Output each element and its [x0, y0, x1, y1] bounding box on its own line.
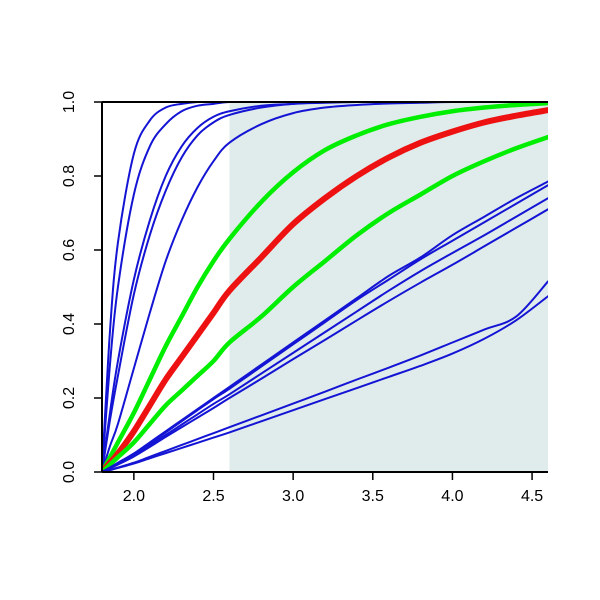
y-tick-label: 0.2 [61, 387, 78, 409]
x-tick-label: 4.5 [521, 488, 543, 505]
series-line-14-blue [102, 295, 548, 472]
x-tick-label: 4.0 [441, 488, 463, 505]
axis-layer: 2.0 2.5 3.0 3.5 4.0 4.5 0.0 0.2 0.4 0.6 0.8 1.0 [61, 91, 548, 505]
y-tick-label: 0.6 [61, 239, 78, 261]
series-line-3-blue [102, 102, 548, 472]
series-line-2-blue [102, 102, 548, 472]
shaded-region [229, 102, 548, 472]
series-line-12-blue [102, 208, 548, 472]
y-tick-label: 0.8 [61, 165, 78, 187]
series-line-6-green [102, 102, 548, 472]
shaded-region-layer [229, 102, 548, 472]
x-tick-label: 2.0 [123, 488, 145, 505]
y-tick-label: 0.0 [61, 461, 78, 483]
series-line-1-blue [102, 102, 548, 472]
series-line-8-green [102, 134, 548, 472]
x-tick-label: 2.5 [202, 488, 224, 505]
series-layer [102, 102, 548, 472]
x-tick-label: 3.0 [282, 488, 304, 505]
x-tick-label: 3.5 [362, 488, 384, 505]
series-line-7-red [102, 107, 548, 472]
y-tick-label: 1.0 [61, 91, 78, 113]
series-line-4-blue [102, 102, 548, 472]
y-tick-label: 0.4 [61, 313, 78, 335]
